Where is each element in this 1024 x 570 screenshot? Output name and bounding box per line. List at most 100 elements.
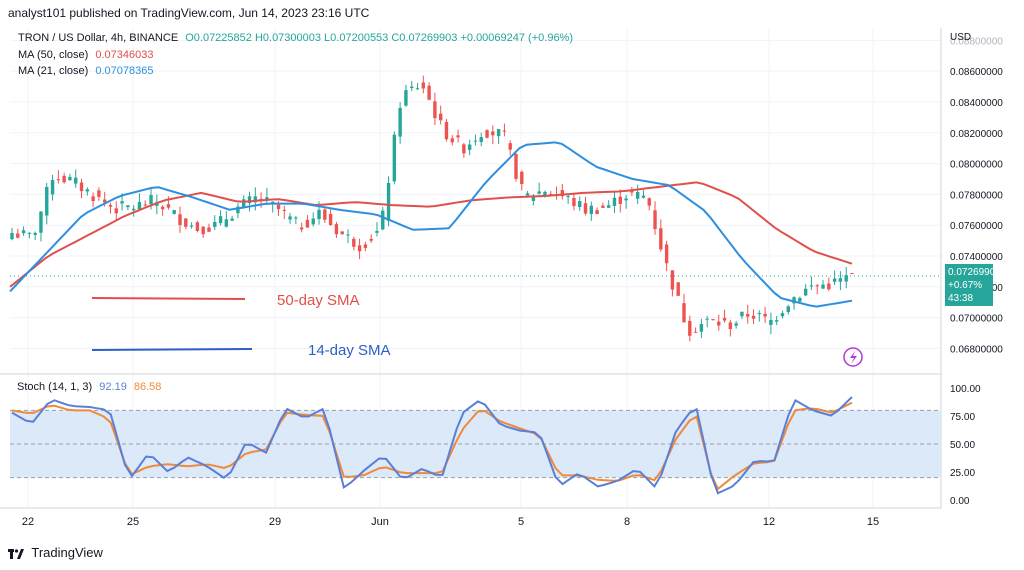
candle — [21, 226, 26, 236]
ma21-label: MA (21, close) — [18, 65, 89, 77]
candle-body — [311, 218, 315, 225]
candle-body — [62, 175, 66, 183]
candle-body — [328, 214, 333, 226]
candle-body — [149, 195, 153, 205]
candle — [467, 139, 472, 156]
candle — [33, 231, 37, 241]
candle — [160, 205, 165, 216]
candle-body — [444, 121, 449, 140]
candle-body — [792, 297, 796, 304]
candle-body — [473, 140, 478, 142]
candle — [798, 296, 802, 303]
candle-body — [323, 209, 327, 220]
candle — [346, 229, 350, 244]
y-tick-label: 0.08200000 — [950, 129, 1003, 140]
candle — [323, 207, 327, 223]
candle-body — [589, 205, 594, 214]
candle-body — [184, 218, 188, 227]
candle — [844, 267, 848, 289]
stoch-y-tick-label: 0.00 — [950, 496, 970, 507]
candle — [693, 327, 698, 333]
candle-body — [722, 317, 727, 321]
candle-body — [664, 244, 669, 264]
candle — [195, 220, 200, 233]
candle — [213, 215, 217, 231]
candle-body — [803, 288, 808, 296]
candle-body — [131, 208, 136, 211]
candle — [809, 276, 814, 291]
candle — [10, 227, 14, 241]
y-tick-label: 0.08600000 — [950, 67, 1003, 78]
symbol-name: TRON / US Dollar, 4h, BINANCE — [18, 32, 179, 44]
candle — [68, 173, 72, 181]
y-tick-label: 0.07800000 — [950, 190, 1003, 201]
candle — [583, 196, 588, 216]
candle-body — [299, 227, 304, 230]
candle — [670, 270, 675, 297]
candle — [294, 216, 298, 225]
candle-body — [21, 230, 26, 234]
candle-body — [172, 210, 176, 214]
candle — [282, 205, 286, 219]
candle — [16, 228, 20, 239]
candle-body — [10, 233, 14, 240]
candle-body — [247, 196, 252, 204]
candle-body — [653, 210, 657, 230]
candle — [462, 142, 466, 158]
x-tick-label: Jun — [371, 516, 389, 528]
tradingview-footer[interactable]: TradingView — [8, 545, 103, 560]
candle-body — [462, 144, 466, 154]
stoch-d-value: 86.58 — [133, 381, 162, 393]
candle — [108, 202, 113, 214]
candle-body — [618, 196, 622, 204]
candle-body — [102, 199, 107, 203]
candle — [838, 271, 843, 291]
candle — [740, 311, 744, 320]
candle — [537, 182, 541, 195]
candle-body — [751, 315, 756, 319]
candle-body — [166, 204, 171, 208]
candle-body — [33, 232, 37, 235]
y-tick-label: 0.07000000 — [950, 314, 1003, 325]
x-tick-label: 15 — [867, 516, 879, 528]
candle-body — [398, 107, 402, 137]
candle — [421, 75, 426, 94]
candle-body — [386, 182, 391, 221]
candle — [363, 241, 368, 252]
candle — [676, 282, 680, 296]
candle — [554, 186, 559, 200]
candle — [664, 240, 669, 272]
candle-body — [236, 206, 240, 214]
candle — [566, 193, 570, 204]
candle-body — [381, 210, 385, 230]
candle-body — [352, 238, 356, 247]
stoch-k-value: 92.19 — [99, 381, 127, 393]
candle — [91, 192, 95, 208]
candle — [79, 178, 84, 199]
candle-body — [56, 179, 61, 181]
candle — [352, 236, 356, 251]
candle-body — [821, 284, 825, 289]
candle-body — [39, 211, 43, 233]
candle-body — [375, 230, 379, 233]
stoch-y-tick-label: 25.00 — [950, 468, 975, 479]
candle-body — [450, 138, 454, 143]
candle-body — [583, 203, 588, 214]
stoch-label: Stoch (14, 1, 3) — [17, 381, 93, 393]
candle-body — [612, 197, 617, 206]
candle — [606, 200, 611, 208]
candle — [230, 215, 234, 222]
candle-body — [242, 199, 246, 208]
candle — [404, 84, 408, 107]
candle — [357, 238, 362, 260]
candle — [815, 283, 819, 295]
replay-icon-bolt — [850, 351, 857, 364]
y-tick-label: 0.08400000 — [950, 98, 1003, 109]
y-tick-label: 0.07400000 — [950, 252, 1003, 263]
candle — [780, 310, 785, 319]
x-tick-label: 25 — [127, 516, 139, 528]
candle-body — [143, 204, 147, 206]
candle-body — [508, 143, 512, 150]
candle-body — [780, 313, 785, 317]
